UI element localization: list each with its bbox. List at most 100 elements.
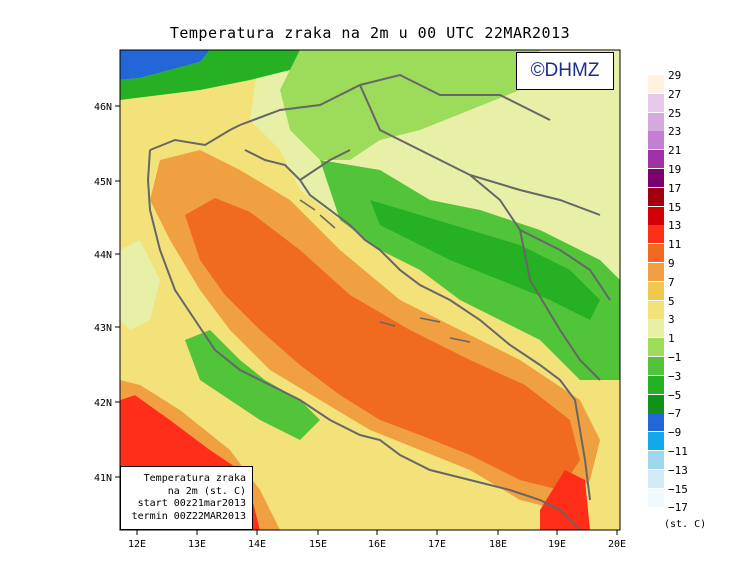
sea-hot-south (540, 470, 590, 530)
lat-label-45n: 45N (94, 177, 112, 188)
legend-swatch (648, 75, 664, 93)
coastline-croatia (244, 149, 591, 501)
legend-swatch (648, 413, 664, 432)
border-lines (239, 73, 611, 381)
legend-swatch (648, 281, 664, 300)
legend-label: 13 (668, 219, 682, 233)
lon-label-18e: 18E (489, 539, 507, 550)
legend-entry: 19 (648, 163, 704, 187)
island-lines (299, 199, 471, 343)
lon-label-16e: 16E (368, 539, 386, 550)
legend-entry: 25 (648, 107, 704, 131)
legend-entry: 3 (648, 313, 704, 338)
legend-label: −1 (668, 351, 682, 364)
lon-label-19e: 19E (548, 539, 566, 550)
legend-swatch (648, 375, 664, 394)
legend-label: 15 (668, 200, 682, 214)
coastline-italy (146, 124, 581, 530)
legend-swatch (648, 150, 664, 169)
legend-swatch (648, 300, 664, 319)
land-green-italy (185, 330, 320, 440)
legend-entry: −15 (648, 483, 704, 507)
legend-label: −17 (668, 501, 688, 515)
legend-swatch (648, 507, 664, 526)
legend-label: 17 (668, 181, 682, 195)
legend-swatch (648, 112, 664, 131)
land-orange-sw (120, 380, 280, 530)
legend-swatch (648, 432, 664, 451)
legend-swatch (648, 131, 664, 150)
legend-entry: 1 (648, 332, 704, 357)
legend-label: 3 (668, 313, 675, 327)
legend-label: −15 (668, 482, 688, 496)
legend-label: 5 (668, 294, 675, 308)
land-dark-green-ridge (370, 200, 600, 320)
legend-swatch (648, 244, 664, 263)
info-line-valid: termin 00Z22MAR2013 (131, 510, 246, 522)
alps-cold (120, 50, 210, 80)
legend-label: 11 (668, 238, 682, 252)
info-box: Temperatura zraka na 2m (st. C) start 00… (120, 466, 253, 530)
lat-label-43n: 43N (94, 323, 112, 334)
lat-label-41n: 41N (94, 473, 112, 484)
land-light-west (120, 240, 160, 330)
legend-entry: −1 (648, 351, 704, 375)
legend-swatch (648, 187, 664, 206)
lat-axis: 46N 45N 44N 43N 42N 41N (94, 102, 120, 484)
legend-label: 29 (668, 69, 682, 82)
legend-swatch (648, 169, 664, 187)
legend-entry: 5 (648, 295, 704, 319)
legend-entry: 29 (648, 69, 704, 93)
legend-swatch (648, 469, 664, 488)
legend-entry: 7 (648, 276, 704, 300)
legend-entry: 13 (648, 219, 704, 244)
legend-entry: 17 (648, 182, 704, 206)
lon-label-13e: 13E (188, 539, 206, 550)
lon-label-14e: 14E (248, 539, 266, 550)
legend-label: 21 (668, 144, 682, 158)
lat-label-42n: 42N (94, 398, 112, 409)
lon-label-20e: 20E (608, 539, 626, 550)
legend-entry: −17 (648, 501, 704, 526)
legend-entry: −13 (648, 464, 704, 488)
info-line-start: start 00z21mar2013 (137, 498, 246, 509)
legend-label: −13 (668, 463, 688, 477)
legend-label: −9 (668, 426, 682, 440)
lat-label-44n: 44N (94, 250, 112, 261)
legend-label: 7 (668, 275, 675, 289)
legend-entry: 23 (648, 125, 704, 150)
legend-entry: 21 (648, 144, 704, 169)
info-line-variable: Temperatura zraka (143, 473, 246, 484)
alps-green (120, 50, 300, 100)
legend-entry: 27 (648, 88, 704, 112)
legend-entry: −3 (648, 370, 704, 394)
legend-swatch (648, 319, 664, 338)
legend-label: −11 (668, 445, 688, 458)
land-green-north (280, 50, 540, 160)
legend-swatch (648, 93, 664, 112)
legend-label: 1 (668, 332, 675, 346)
legend-label: −3 (668, 369, 682, 383)
legend-swatch (648, 206, 664, 225)
legend-label: 23 (668, 125, 682, 139)
legend-label: −5 (668, 388, 682, 402)
legend-label: 25 (668, 106, 682, 120)
sea-warm-core (185, 198, 580, 490)
legend-entry: 9 (648, 257, 704, 281)
map-title: Temperatura zraka na 2m u 00 UTC 22MAR20… (169, 24, 571, 42)
legend-entry: −7 (648, 407, 704, 432)
lon-label-12e: 12E (128, 539, 146, 550)
lon-label-15e: 15E (309, 539, 327, 550)
legend-swatch (648, 263, 664, 281)
legend-unit: (st. C) (664, 519, 707, 530)
dhmz-logo: ©DHMZ (516, 52, 614, 90)
lon-axis: 12E 13E 14E 15E 16E 17E 18E 19E 20E (128, 530, 626, 550)
legend-swatch (648, 488, 664, 507)
legend-entry: 15 (648, 201, 704, 225)
legend-swatch (648, 451, 664, 469)
info-line-units: na 2m (st. C) (167, 485, 246, 497)
lon-label-17e: 17E (428, 539, 446, 550)
legend-entry: −5 (648, 389, 704, 413)
legend-swatch (648, 225, 664, 244)
